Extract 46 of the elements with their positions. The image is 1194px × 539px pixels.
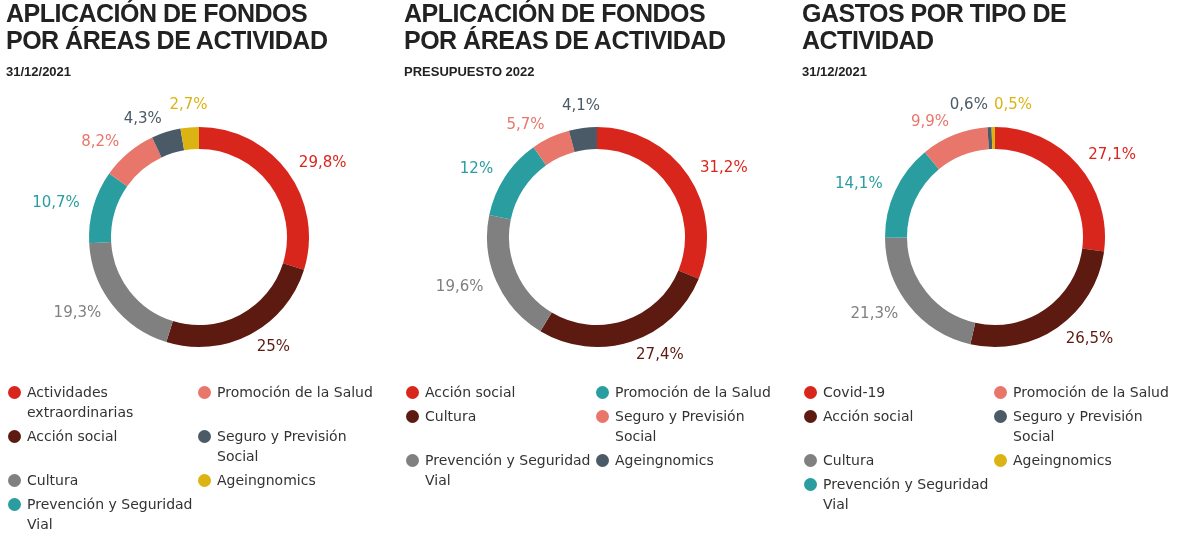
legend-label: Prevención y Seguridad Vial — [823, 475, 990, 514]
legend-label: Cultura — [27, 471, 79, 490]
data-label: 12% — [459, 159, 494, 178]
legend-label: Promoción de la Salud — [615, 383, 771, 402]
data-label: 19,6% — [435, 276, 484, 295]
data-label: 26,5% — [1065, 328, 1114, 347]
legend-label: Cultura — [425, 407, 477, 426]
data-label: 21,3% — [850, 304, 899, 323]
chart-subtitle: 31/12/2021 — [802, 64, 869, 79]
data-label: 9,9% — [910, 111, 949, 130]
legend-label: Acción social — [425, 383, 516, 402]
chart-subtitle: PRESUPUESTO 2022 — [404, 64, 536, 79]
legend-label: Acción social — [27, 427, 118, 446]
chart-subtitle: 31/12/2021 — [6, 64, 73, 79]
legend-label: Ageingnomics — [217, 471, 316, 490]
data-label: 27,4% — [636, 344, 684, 363]
data-label: 8,2% — [81, 131, 120, 150]
legend-label: Promoción de la Salud — [217, 383, 373, 402]
legend-label: Seguro y Previsión Social — [615, 407, 746, 446]
legend-label: Seguro y Previsión Social — [217, 427, 348, 466]
data-label: 27,1% — [1088, 145, 1136, 164]
chart-title: APLICACIÓN DE FONDOS POR ÁREAS DE ACTIVIDAD — [6, 0, 329, 54]
data-label: 29,8% — [298, 153, 347, 172]
legend-label: Promoción de la Salud — [1013, 383, 1169, 402]
data-label: 5,7% — [506, 114, 545, 133]
chart-title: GASTOS POR TIPO DE ACTIVIDAD — [802, 0, 1068, 54]
data-label: 0,6% — [949, 95, 988, 114]
data-label: 2,7% — [169, 95, 208, 114]
data-label: 10,7% — [32, 192, 80, 211]
chart-title: APLICACIÓN DE FONDOS POR ÁREAS DE ACTIVIDAD — [404, 0, 727, 54]
data-label: 4,3% — [123, 108, 162, 127]
legend-label: Cultura — [823, 451, 875, 470]
data-label: 14,1% — [834, 174, 883, 193]
data-label: 4,1% — [562, 95, 601, 114]
data-label: 31,2% — [699, 157, 748, 176]
legend-label: Prevención y Seguridad Vial — [425, 451, 592, 490]
legend-label: Prevención y Seguridad Vial — [27, 495, 194, 534]
data-label: 0,5% — [993, 94, 1033, 113]
legend-label: Ageingnomics — [615, 451, 714, 470]
legend-label: Seguro y Previsión Social — [1013, 407, 1144, 446]
data-label: 25% — [256, 336, 291, 355]
data-label: 19,3% — [53, 303, 102, 322]
legend-label: Acción social — [823, 407, 914, 426]
legend-label: Covid-19 — [823, 383, 886, 402]
legend-label: Actividades extraordinarias — [27, 383, 135, 422]
legend-label: Ageingnomics — [1013, 451, 1112, 470]
